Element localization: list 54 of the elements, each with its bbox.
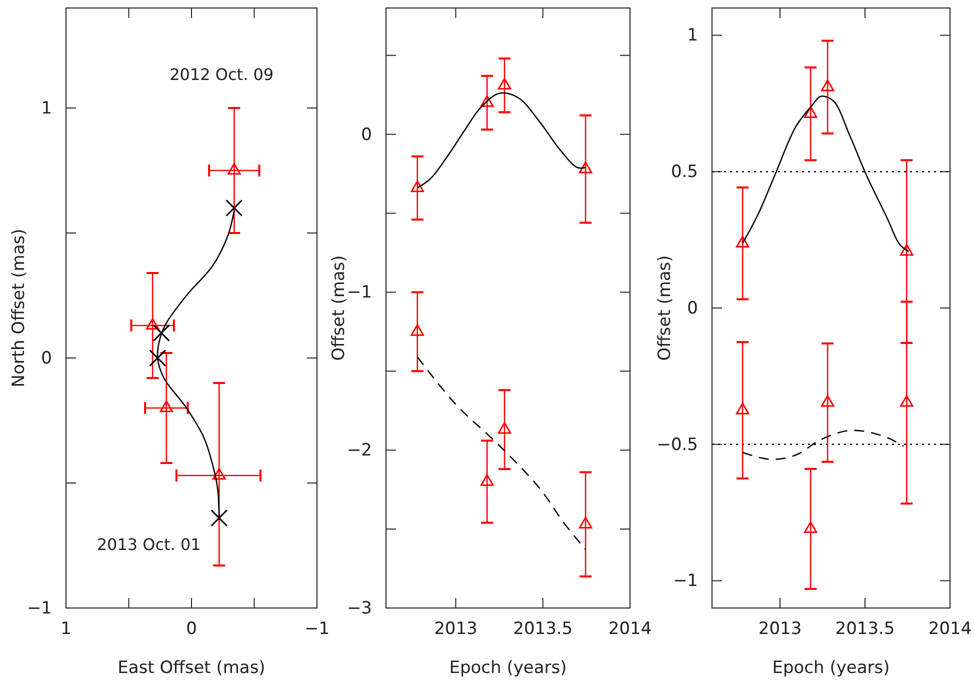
x-tick-label: 2013 [758, 619, 802, 640]
annotation: 2012 Oct. 09 [170, 65, 274, 84]
annotation: 2013 Oct. 01 [96, 535, 201, 554]
x-tick-label: −1 [304, 619, 330, 640]
point [210, 509, 228, 527]
y-tick-label: −1 [346, 282, 372, 303]
point [820, 395, 834, 407]
x-axis-title: Epoch (years) [772, 658, 890, 678]
y-axis-title: Offset (mas) [329, 255, 349, 361]
y-tick-label: −3 [346, 598, 372, 618]
point [410, 180, 424, 192]
y-tick-label: 1 [41, 98, 52, 118]
x-tick-label: 0 [186, 619, 197, 640]
y-tick-label: 1 [687, 26, 698, 46]
point [480, 95, 494, 107]
point [498, 422, 512, 434]
x-tick-label: 2014 [928, 619, 972, 640]
x-tick-label: 2013 [434, 619, 478, 640]
y-tick-label: −0.5 [656, 434, 698, 455]
x-axis-title: East Offset (mas) [118, 658, 266, 678]
y-axis-title: North Offset (mas) [9, 228, 29, 388]
point [149, 349, 166, 367]
x-tick-label: 1 [60, 619, 72, 640]
point [146, 318, 160, 330]
y-tick-label: 0.5 [670, 162, 698, 182]
point [160, 400, 174, 412]
point [900, 395, 914, 407]
point [736, 236, 750, 248]
point [578, 162, 592, 174]
y-axis-title: Offset (mas) [655, 255, 675, 361]
line-series [416, 356, 586, 550]
point [226, 199, 243, 217]
y-tick-label: 0 [41, 348, 52, 368]
y-tick-label: −1 [26, 598, 52, 618]
y-tick-label: −2 [346, 440, 372, 461]
point [228, 162, 241, 175]
x-tick-label: 2013.5 [835, 619, 895, 640]
y-tick-label: 0 [361, 124, 372, 145]
point [498, 78, 512, 90]
point [152, 324, 170, 342]
point [900, 244, 914, 256]
point [212, 468, 226, 480]
x-tick-label: 2013.5 [513, 619, 573, 640]
point [578, 516, 592, 528]
point [804, 106, 818, 118]
point [480, 474, 494, 486]
x-axis-title: Epoch (years) [449, 658, 567, 678]
x-tick-label: 2014 [608, 619, 652, 640]
point [736, 402, 750, 414]
y-tick-label: −1 [672, 571, 698, 592]
point [410, 324, 424, 336]
point [820, 80, 834, 92]
y-tick-label: 0 [687, 298, 698, 318]
point [804, 521, 818, 534]
